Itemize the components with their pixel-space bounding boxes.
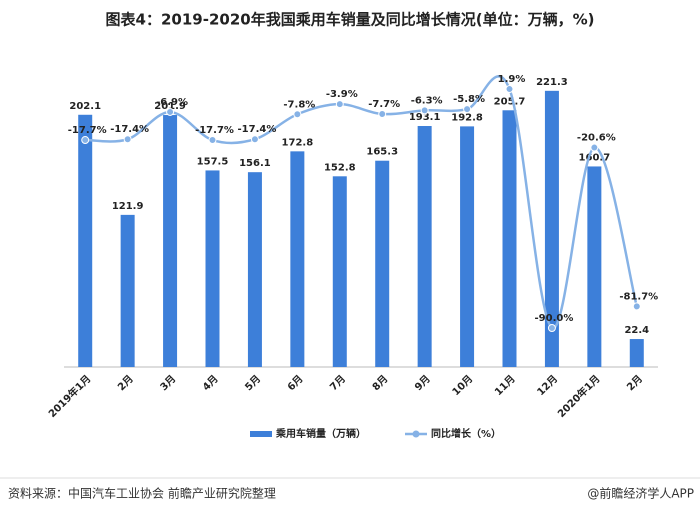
- line-marker: [293, 110, 302, 119]
- bar-value-label: 22.4: [624, 325, 649, 336]
- x-tick-label: 11月: [492, 373, 517, 398]
- bar: [375, 160, 390, 367]
- bar: [629, 339, 644, 367]
- bar-value-label: 201.9: [154, 101, 186, 112]
- bar: [544, 90, 559, 367]
- x-tick-label: 6月: [285, 373, 305, 393]
- bar-value-label: 202.1: [69, 101, 101, 112]
- bar-value-label: 205.7: [494, 96, 526, 107]
- x-tick-label: 5月: [243, 373, 263, 393]
- line-marker: [463, 105, 472, 114]
- legend-swatch: [412, 430, 420, 438]
- bar: [247, 172, 262, 367]
- x-tick-label: 2月: [625, 373, 645, 393]
- line-marker: [208, 136, 217, 145]
- line-marker: [505, 85, 514, 94]
- x-tick-label: 2019年1月: [46, 372, 94, 420]
- line-marker: [250, 135, 259, 144]
- bar: [502, 110, 517, 367]
- line-marker: [420, 106, 429, 115]
- credit: @前瞻经济学人APP: [587, 486, 694, 501]
- legend-swatch: [250, 431, 272, 437]
- x-tick-label: 7月: [328, 373, 348, 393]
- legend-label: 乘用车销量（万辆）: [275, 427, 366, 440]
- bar: [78, 114, 93, 367]
- legend-label: 同比增长（%）: [431, 427, 501, 440]
- line-value-label: -3.9%: [326, 89, 358, 100]
- bar-value-label: 121.9: [112, 201, 144, 212]
- line: [85, 75, 638, 330]
- line-value-label: -17.4%: [110, 124, 149, 135]
- bar-value-label: 172.8: [282, 137, 314, 148]
- line-value-label: -17.7%: [195, 125, 234, 136]
- chart-title: 图表4：2019-2020年我国乘用车销量及同比增长情况(单位：万辆，%): [106, 11, 595, 29]
- line-value-label: -6.3%: [411, 95, 443, 106]
- x-tick-label: 4月: [200, 373, 220, 393]
- line-marker: [81, 136, 90, 145]
- line-marker: [547, 324, 556, 332]
- bar: [120, 214, 135, 367]
- line-marker: [378, 110, 387, 119]
- line-marker: [123, 135, 132, 144]
- line-marker: [632, 302, 641, 311]
- bar: [417, 126, 432, 367]
- line-marker: [166, 107, 175, 116]
- x-tick-label: 9月: [412, 373, 432, 393]
- x-tick-label: 10月: [450, 373, 475, 398]
- bar-value-label: 157.5: [197, 156, 229, 167]
- x-tick-label: 12月: [535, 373, 560, 398]
- x-tick-label: 3月: [158, 373, 178, 393]
- bar-value-label: 193.1: [409, 112, 441, 123]
- bar: [205, 170, 220, 367]
- bar: [332, 176, 347, 367]
- bar: [290, 151, 305, 367]
- line-value-label: -81.7%: [619, 291, 658, 302]
- bar: [587, 166, 602, 367]
- x-tick-label: 2月: [115, 373, 135, 393]
- x-tick-label: 8月: [370, 373, 390, 393]
- bar: [163, 115, 178, 367]
- bar-value-label: 165.3: [366, 147, 398, 158]
- line-value-label: -6.9%: [156, 97, 188, 108]
- line-value-label: -17.7%: [68, 125, 107, 136]
- line-value-label: -90.0%: [535, 313, 574, 324]
- line-marker: [590, 143, 599, 152]
- line-value-label: -20.6%: [577, 133, 616, 144]
- line-value-label: -7.7%: [368, 99, 400, 110]
- line-value-label: -17.4%: [238, 124, 277, 135]
- line-marker: [335, 100, 344, 109]
- x-tick-label: 2020年1月: [555, 372, 603, 420]
- bar: [460, 126, 475, 368]
- line-value-label: -7.8%: [283, 99, 315, 110]
- bar-value-label: 160.7: [579, 152, 611, 163]
- bar-value-label: 192.8: [451, 112, 483, 123]
- source: 资料来源：中国汽车工业协会 前瞻产业研究院整理: [8, 486, 276, 501]
- bar-value-label: 156.1: [239, 158, 271, 169]
- line-value-label: 1.9%: [498, 74, 526, 85]
- bar-value-label: 221.3: [536, 77, 568, 88]
- bar-value-label: 152.8: [324, 162, 356, 173]
- line-value-label: -5.8%: [453, 94, 485, 105]
